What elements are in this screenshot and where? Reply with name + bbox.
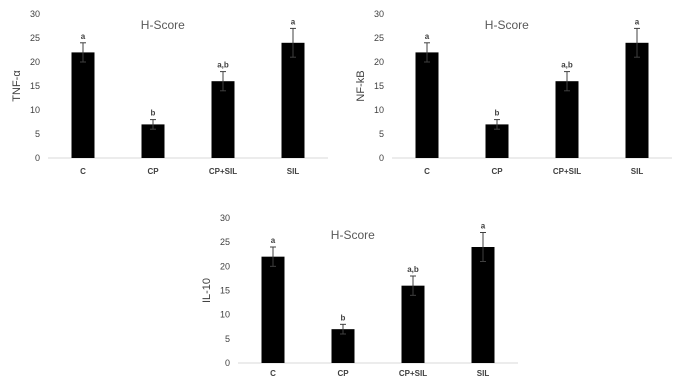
bar: [211, 81, 235, 158]
significance-label: a: [425, 32, 430, 41]
x-tick-label: C: [424, 167, 430, 176]
significance-label: a: [291, 17, 296, 26]
y-tick-label: 25: [374, 33, 384, 43]
significance-label: a: [81, 32, 86, 41]
x-tick-label: C: [270, 369, 276, 378]
significance-label: b: [495, 109, 500, 118]
significance-label: a,b: [407, 265, 419, 274]
y-tick-label: 0: [379, 153, 384, 163]
x-tick-label: CP+SIL: [399, 369, 427, 378]
chart-nf-kb: H-Score NF-kB 0 5 10 15 20 25 30 a Cb CP a,b CP+SIL a S…: [355, 9, 672, 176]
x-tick-label: CP+SIL: [553, 167, 581, 176]
x-tick-label: CP: [337, 369, 349, 378]
bar: [141, 124, 165, 158]
y-axis-label: NF-kB: [355, 70, 367, 101]
y-tick-label: 15: [220, 286, 230, 296]
bar: [331, 329, 355, 363]
significance-label: a: [271, 236, 276, 245]
y-axis-label: IL-10: [201, 278, 213, 303]
bar: [71, 52, 95, 158]
chart-title: H-Score: [141, 18, 185, 32]
x-tick-label: CP+SIL: [209, 167, 237, 176]
significance-label: b: [341, 313, 346, 322]
x-tick-label: SIL: [477, 369, 490, 378]
chart-il-10: H-Score IL-10 0 5 10 15 20 25 30 a Cb CP a,b CP+SIL a S…: [201, 213, 518, 378]
bar: [261, 256, 285, 363]
x-tick-label: SIL: [287, 167, 300, 176]
significance-label: a,b: [561, 61, 573, 70]
significance-label: a,b: [217, 61, 229, 70]
x-tick-label: CP: [147, 167, 159, 176]
significance-label: a: [635, 17, 640, 26]
y-tick-label: 25: [220, 237, 230, 247]
y-axis-label: TNF-α: [11, 70, 23, 102]
y-tick-label: 15: [30, 81, 40, 91]
bar: [471, 247, 495, 363]
bar: [401, 285, 425, 363]
y-tick-label: 0: [225, 358, 230, 368]
y-tick-label: 20: [30, 57, 40, 67]
y-tick-label: 5: [35, 129, 40, 139]
y-tick-label: 5: [379, 129, 384, 139]
y-tick-label: 30: [30, 9, 40, 19]
y-tick-label: 10: [220, 310, 230, 320]
chart-title: H-Score: [485, 18, 529, 32]
x-tick-label: C: [80, 167, 86, 176]
chart-title: H-Score: [331, 228, 375, 242]
y-tick-label: 10: [374, 105, 384, 115]
bar: [485, 124, 509, 158]
y-tick-label: 15: [374, 81, 384, 91]
significance-label: a: [481, 222, 486, 231]
bar: [415, 52, 439, 158]
y-tick-label: 30: [374, 9, 384, 19]
chart-tnf-alpha: H-Score TNF-α 0 5 10 15 20 25 30 a Cb CP a,b CP+SIL a S…: [11, 9, 328, 176]
bar: [625, 42, 649, 158]
x-tick-label: CP: [491, 167, 503, 176]
x-tick-label: SIL: [631, 167, 644, 176]
bar: [281, 42, 305, 158]
significance-label: b: [151, 109, 156, 118]
bar: [555, 81, 579, 158]
y-tick-label: 10: [30, 105, 40, 115]
y-tick-label: 25: [30, 33, 40, 43]
y-tick-label: 0: [35, 153, 40, 163]
y-tick-label: 5: [225, 334, 230, 344]
y-tick-label: 20: [220, 261, 230, 271]
y-tick-label: 20: [374, 57, 384, 67]
y-tick-label: 30: [220, 213, 230, 223]
